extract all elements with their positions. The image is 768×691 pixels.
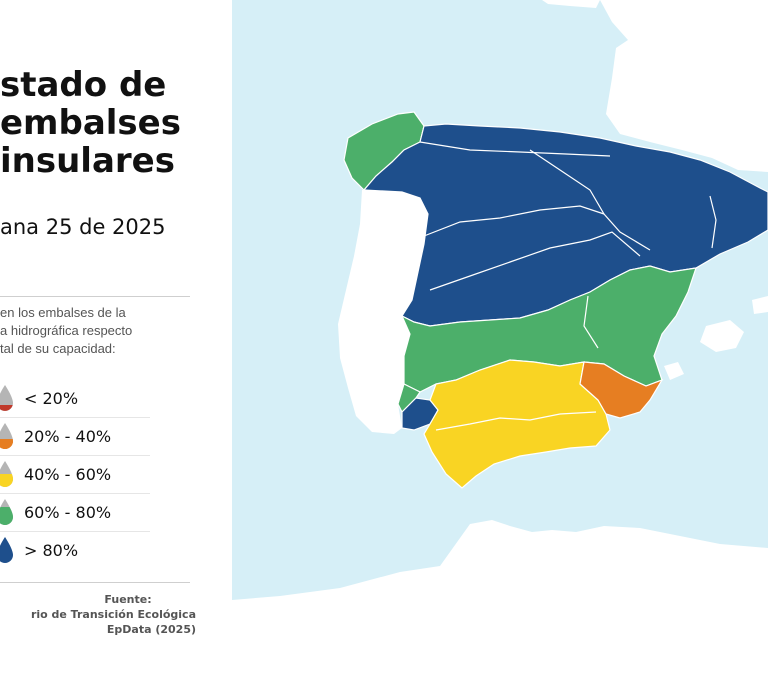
date-label: ana 25 de 2025: [0, 215, 166, 239]
basin-border-guadalquivir: [435, 411, 597, 431]
legend-panel: stado de embalses insulares ana 25 de 20…: [0, 0, 232, 686]
legend-item-20-40: 20% - 40%: [0, 418, 150, 456]
source-note: Fuente: rio de Transición Ecológica EpDa…: [0, 592, 196, 637]
water-drop-icon: [0, 499, 13, 525]
portugal-landmass: [338, 190, 428, 434]
water-drop-icon: [0, 537, 13, 563]
legend-label: < 20%: [24, 389, 79, 408]
mallorca-island: [700, 320, 744, 352]
basin-almeria-orange: [579, 361, 664, 419]
water-drop-icon: [0, 423, 13, 449]
title-line-3: insulares: [0, 141, 175, 181]
description-line-2: a hidrográfica respecto: [0, 323, 133, 338]
legend: < 20% 20% - 40% 40% - 60% 60% - 80%: [0, 380, 150, 569]
source-line-1: rio de Transición Ecológica: [30, 608, 196, 621]
legend-description: en los embalses de la a hidrográfica res…: [0, 304, 132, 358]
description-line-3: tal de su capacidad:: [0, 341, 116, 356]
legend-item-lt20: < 20%: [0, 380, 150, 418]
description-line-1: en los embalses de la: [0, 305, 126, 320]
legend-item-40-60: 40% - 60%: [0, 456, 150, 494]
source-label: Fuente:: [104, 593, 152, 606]
britain-landmass: [542, 0, 600, 8]
basin-border-cantabrico: [419, 141, 611, 157]
basin-border-tajo: [429, 231, 641, 291]
title-line-2: embalses: [0, 103, 181, 143]
ibiza-island: [664, 362, 684, 380]
africa-landmass: [232, 520, 768, 686]
divider-top: [0, 296, 190, 297]
legend-label: 20% - 40%: [24, 427, 112, 446]
source-line-2: EpData (2025): [106, 623, 196, 636]
legend-label: 60% - 80%: [24, 503, 112, 522]
map-area: [232, 0, 768, 686]
basin-border-jucar: [583, 295, 599, 349]
title-line-1: stado de: [0, 65, 167, 105]
legend-item-60-80: 60% - 80%: [0, 494, 150, 532]
menorca-island: [752, 296, 768, 314]
divider-bottom: [0, 582, 190, 583]
basin-border-catalonia: [709, 195, 717, 249]
legend-label: 40% - 60%: [24, 465, 112, 484]
basin-border-duero: [423, 205, 605, 237]
basin-guadalquivir-yellow: [423, 359, 611, 489]
reservoir-map: [232, 0, 768, 686]
legend-item-gt80: > 80%: [0, 532, 150, 569]
map-title: stado de embalses insulares: [0, 66, 232, 180]
water-drop-icon: [0, 385, 13, 411]
france-landmass: [600, 0, 768, 172]
water-drop-icon: [0, 461, 13, 487]
basin-border-ebro: [529, 149, 651, 251]
legend-label: > 80%: [24, 541, 79, 560]
